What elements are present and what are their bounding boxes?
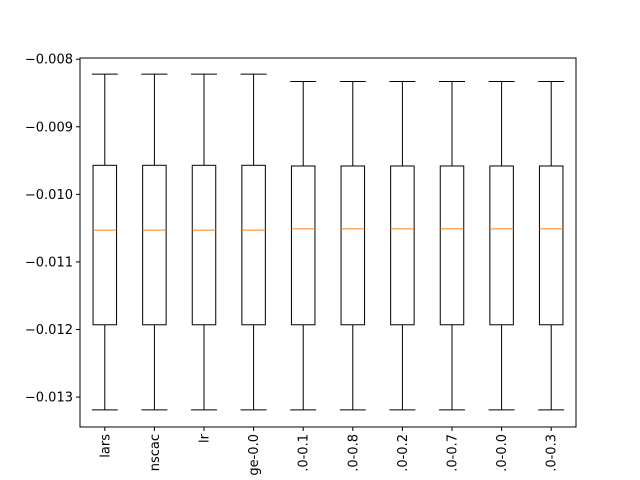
box-group-10 [538, 81, 565, 411]
box-iqr [439, 165, 465, 326]
box-group-6 [339, 81, 366, 411]
axes-frame [79, 57, 577, 428]
y-tick-label: −0.013 [25, 391, 73, 406]
x-tick-label: lars [98, 434, 113, 458]
box-group-1 [91, 73, 118, 411]
x-tick-label: ge-0.0 [247, 434, 262, 476]
box-group-8 [439, 81, 465, 411]
box-iqr [92, 164, 118, 326]
x-tick-label: lr [198, 433, 213, 443]
box-group-7 [389, 81, 416, 411]
x-tick-label: nscac [148, 434, 163, 471]
box-iqr [489, 165, 514, 326]
x-tick-label: .0-0.2 [396, 434, 411, 472]
box-iqr [340, 165, 366, 326]
x-tick-label: .0-0.1 [297, 434, 312, 472]
box-group-3 [191, 73, 217, 411]
x-tick-label: .0-0.8 [346, 434, 361, 472]
box-group-4 [240, 73, 267, 411]
box-iqr [390, 165, 415, 326]
y-tick-label: −0.012 [25, 323, 73, 338]
x-tick-label: .0-0.7 [446, 434, 461, 472]
y-tick-label: −0.011 [25, 255, 73, 270]
box-group-2 [141, 73, 168, 411]
y-axis: −0.008 −0.009 −0.010 −0.011 −0.012 −0.013 [25, 53, 80, 406]
box-marks [91, 73, 565, 411]
box-group-5 [290, 81, 317, 411]
box-iqr [142, 164, 167, 326]
x-tick-label: .0-0.3 [545, 434, 560, 472]
box-iqr [538, 165, 564, 326]
y-tick-label: −0.009 [25, 120, 73, 135]
y-tick-label: −0.008 [25, 53, 73, 68]
box-iqr [191, 164, 217, 326]
box-iqr [290, 165, 316, 326]
box-group-9 [488, 81, 515, 411]
y-tick-label: −0.010 [25, 188, 73, 203]
x-tick-label: .0-0.0 [495, 434, 510, 472]
box-iqr [241, 164, 266, 326]
x-axis: lars nscac lr ge-0.0 .0-0.1 .0-0.8 .0-0.2 .0-0.… [98, 427, 560, 476]
